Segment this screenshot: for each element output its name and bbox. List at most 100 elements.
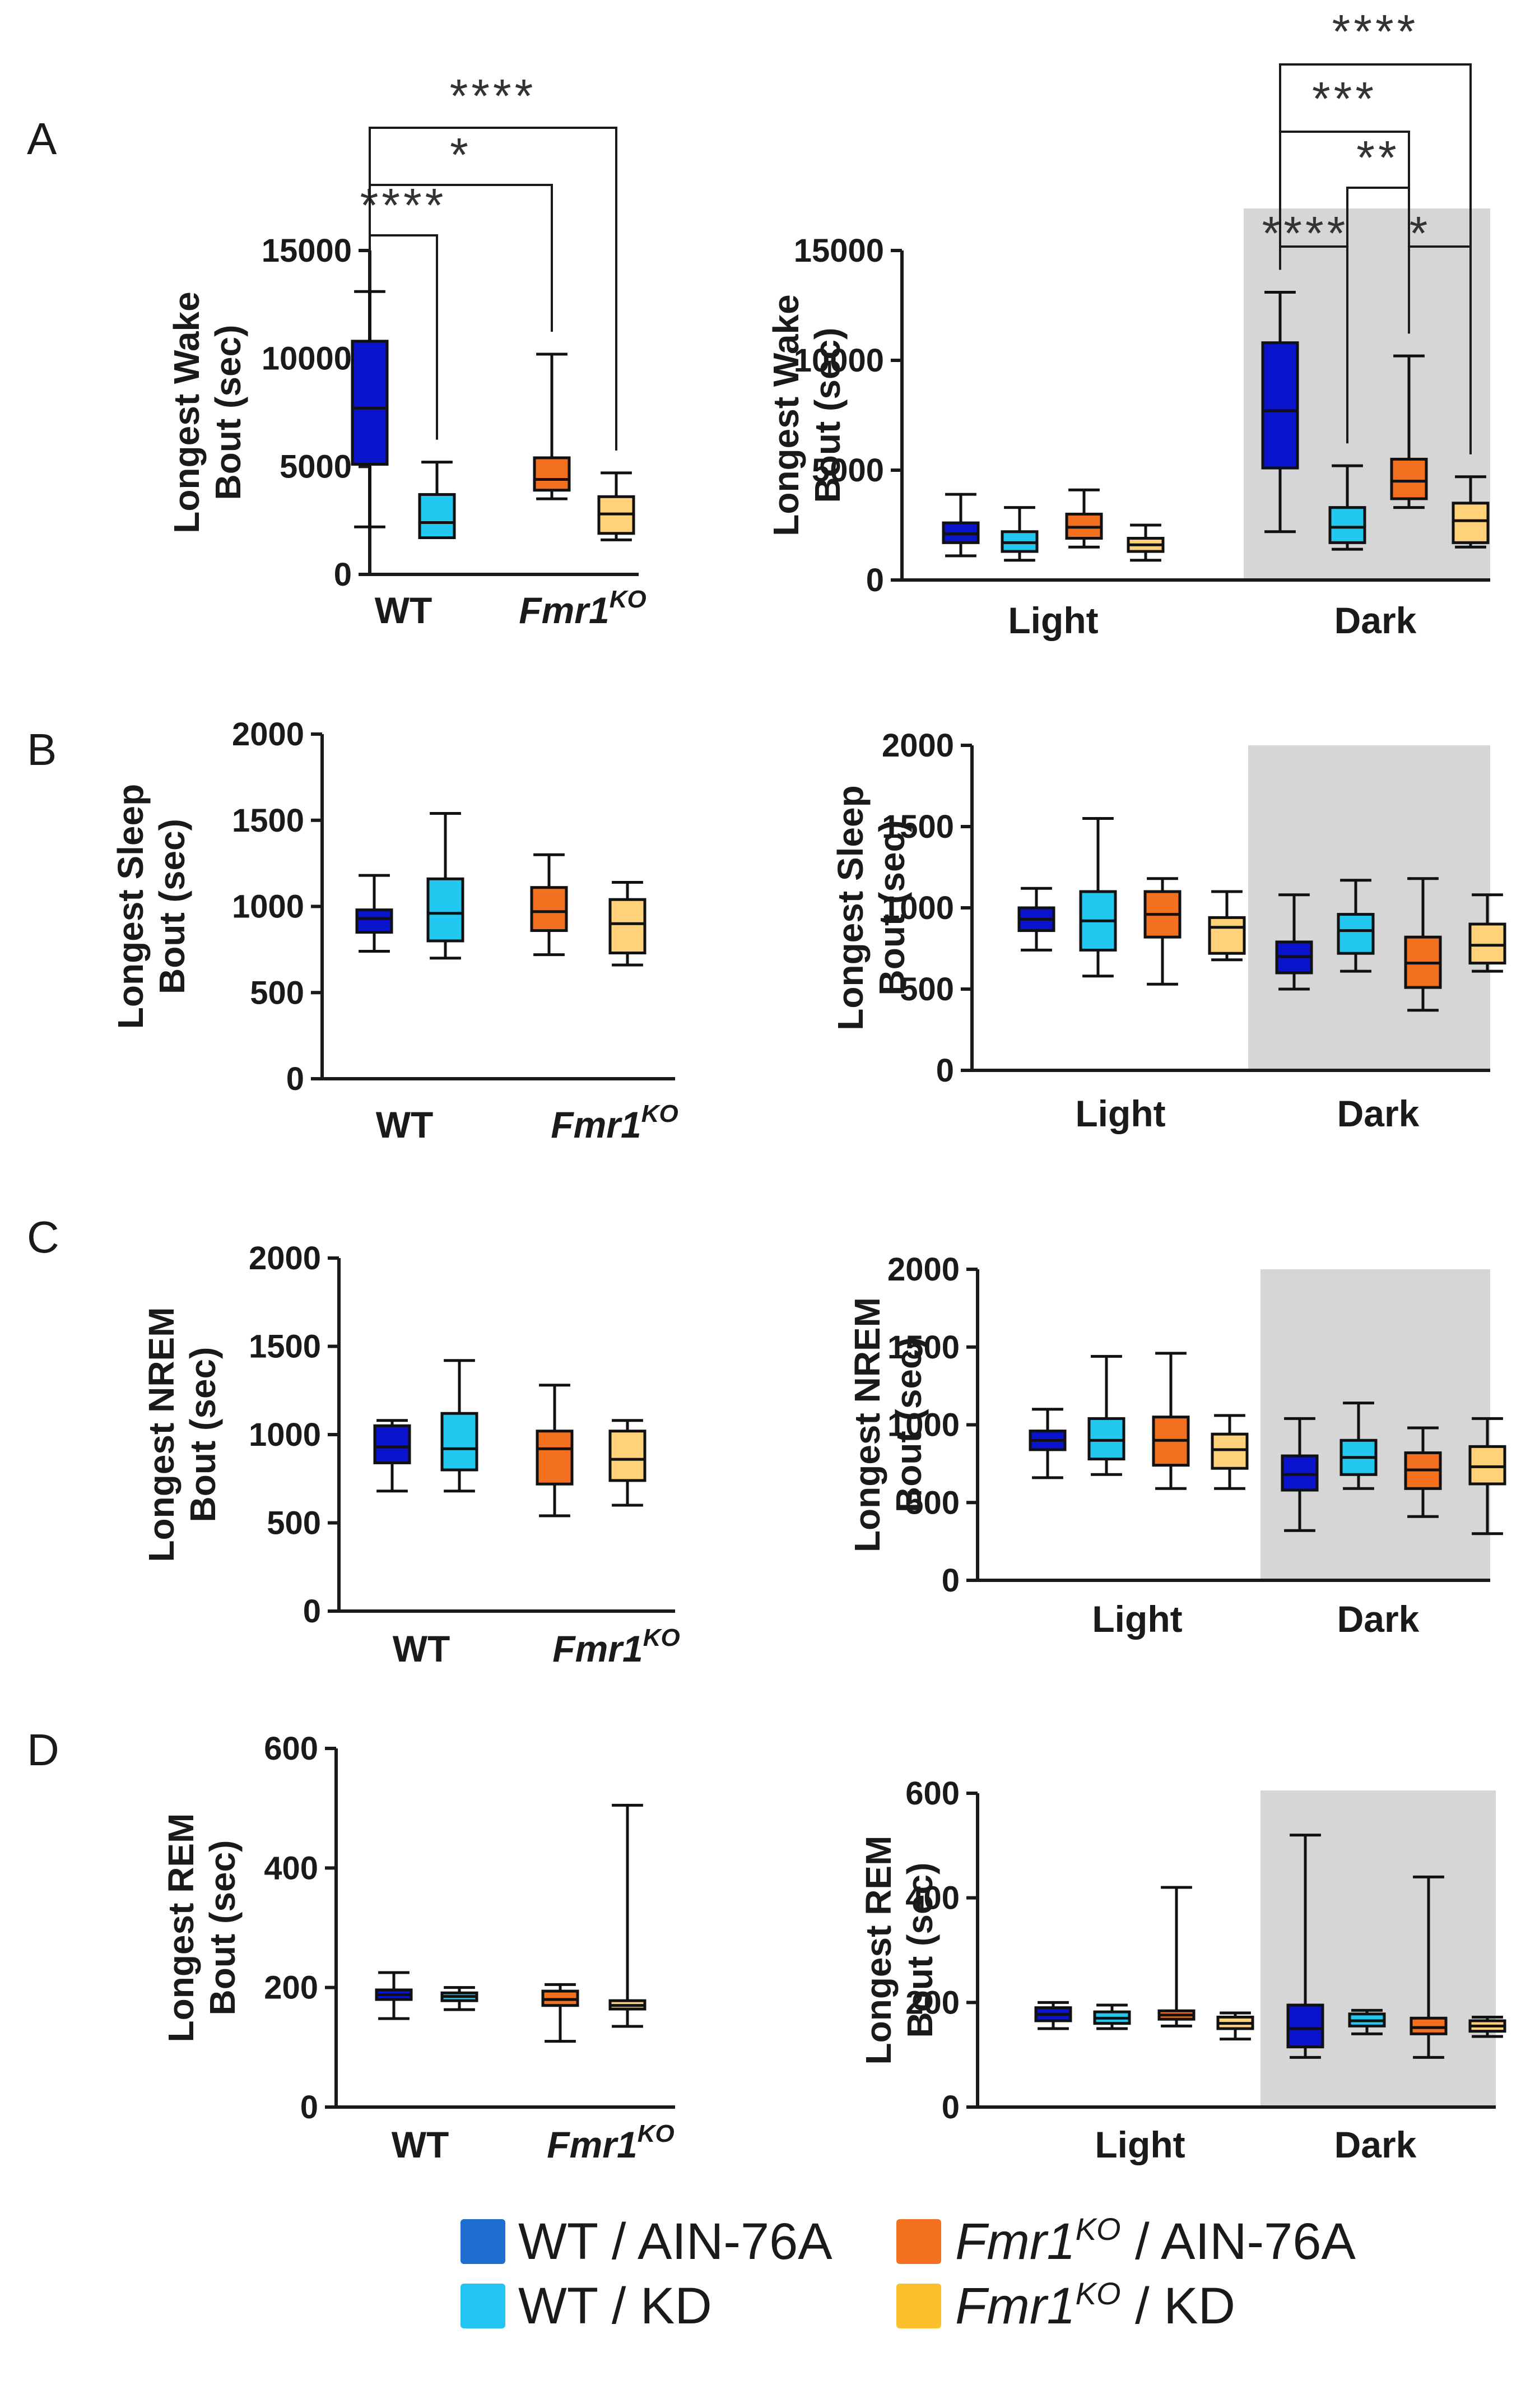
y-tick-label: 400 [264, 1850, 318, 1886]
x-group-label: Dark [1334, 600, 1417, 641]
y-tick-label: 0 [936, 1052, 954, 1089]
legend-label-wt-kd: WT / KD [518, 2277, 712, 2335]
y-axis-label: Longest NREMBout (sec) [141, 1307, 223, 1562]
y-tick-label: 1500 [249, 1329, 321, 1365]
y-tick-label: 0 [942, 1562, 960, 1599]
x-group-label: Dark [1337, 1093, 1420, 1134]
box-iqr [608, 1430, 646, 1482]
y-axis-label-line1: Longest NREM [141, 1307, 182, 1562]
panel-label-c: C [27, 1212, 59, 1262]
box-iqr [1390, 457, 1428, 500]
legend-swatch-wt-ain [461, 2219, 505, 2264]
x-group-label: Light [1092, 1598, 1182, 1640]
y-tick-label: 2000 [249, 1240, 321, 1277]
y-tick-label: 0 [866, 562, 884, 598]
y-tick-label: 2000 [882, 727, 954, 764]
box-iqr [418, 493, 456, 539]
box-iqr [533, 456, 571, 492]
x-group-label: Dark [1337, 1598, 1420, 1640]
dark-phase-shade [1260, 1790, 1496, 2107]
y-axis-label: Longest REMBout (sec) [161, 1813, 243, 2043]
chart-c-left: 0 500 1000 1500 2000 Longest NREMBout (sec) WT… [141, 1240, 680, 1669]
box-iqr [1208, 916, 1246, 955]
y-tick-label: 1500 [232, 802, 304, 839]
box-iqr [530, 886, 568, 932]
y-tick-label: 0 [300, 2089, 318, 2126]
x-group-label: WT [392, 2124, 449, 2165]
y-axis-label-line2: Bout (sec) [183, 1347, 223, 1523]
legend-ko-kd-name: Fmr1 [955, 2277, 1076, 2335]
y-axis-label: Longest WakeBout (sec) [766, 294, 848, 536]
legend-swatch-ko-ain [896, 2219, 941, 2264]
y-axis-label: Longest NREMBout (sec) [847, 1297, 929, 1552]
x-group-label: Fmr1KO [551, 1100, 678, 1145]
significance-label: * [450, 128, 472, 181]
box-iqr [1261, 341, 1299, 470]
y-tick-label: 400 [905, 1880, 960, 1917]
y-tick-label: 500 [900, 971, 954, 1008]
y-tick-label: 10000 [794, 342, 884, 379]
y-tick-label: 0 [942, 2089, 960, 2126]
y-tick-label: 500 [905, 1484, 960, 1521]
y-tick-label: 5000 [280, 448, 352, 485]
panel-label-b: B [27, 725, 57, 774]
y-tick-label: 0 [334, 556, 352, 593]
significance-label: * [1410, 207, 1431, 259]
legend: WT / AIN-76A WT / KD Fmr1KO / AIN-76A Fm… [461, 2211, 1356, 2335]
legend-label-ko-ain: Fmr1KO / AIN-76A [955, 2211, 1356, 2270]
box-iqr [426, 877, 464, 943]
legend-label-ko-kd: Fmr1KO / KD [955, 2276, 1235, 2335]
y-tick-label: 600 [264, 1730, 318, 1767]
y-axis-label: Longest REMBout (sec) [858, 1836, 940, 2065]
y-axis-label-line2: Bout (sec) [900, 1863, 940, 2038]
dark-phase-shade [1248, 745, 1490, 1070]
box-iqr [608, 898, 646, 955]
y-axis-label-line1: Longest REM [858, 1836, 899, 2065]
y-tick-label: 5000 [812, 452, 884, 489]
y-axis-label-line2: Bout (sec) [208, 325, 248, 500]
x-group-label: Fmr1KO [519, 586, 646, 631]
y-axis-label-line2: Bout (sec) [889, 1337, 929, 1512]
legend-label-wt-ain: WT / AIN-76A [518, 2213, 832, 2270]
x-group-label: Light [1008, 600, 1098, 641]
box-iqr [355, 908, 393, 934]
y-axis-label: Longest SleepBout (sec) [110, 784, 192, 1029]
significance-label: *** [1312, 72, 1377, 125]
x-group-label-name: Fmr1 [547, 2124, 637, 2165]
panel-label-a: A [27, 114, 57, 164]
x-group-label: Fmr1KO [547, 2120, 674, 2165]
y-tick-label: 1500 [887, 1329, 960, 1366]
box-iqr [373, 1424, 411, 1464]
box-iqr [440, 1412, 478, 1472]
dark-phase-shade [1260, 1269, 1490, 1580]
x-group-label-name: Fmr1 [552, 1628, 643, 1669]
x-group-label: Dark [1334, 2124, 1417, 2165]
y-tick-label: 1000 [232, 889, 304, 925]
significance-label: **** [1262, 207, 1349, 259]
significance-label: **** [360, 179, 447, 231]
x-group-label: WT [375, 590, 432, 631]
y-axis-label-line1: Longest Sleep [110, 784, 151, 1029]
box-iqr [536, 1430, 574, 1486]
box-iqr [1468, 1445, 1506, 1486]
y-tick-label: 500 [250, 975, 304, 1011]
x-group-label: WT [393, 1628, 450, 1669]
y-tick-label: 2000 [887, 1251, 960, 1288]
box-iqr [1286, 2003, 1324, 2049]
y-tick-label: 600 [905, 1775, 960, 1812]
y-axis-label-line1: Longest NREM [847, 1297, 887, 1552]
y-axis-label: Longest SleepBout (sec) [830, 785, 912, 1030]
box-iqr [1087, 1417, 1125, 1461]
y-tick-label: 500 [267, 1505, 321, 1542]
significance-bracket [1279, 63, 1472, 454]
y-axis-label: Longest WakeBout (sec) [166, 291, 248, 533]
y-tick-label: 200 [264, 1970, 318, 2006]
chart-b-left: 0 500 1000 1500 2000 Longest SleepBout (sec) W… [110, 716, 678, 1145]
y-axis-label-line2: Bout (sec) [872, 820, 912, 996]
legend-swatch-wt-kd [461, 2284, 505, 2328]
box-iqr [351, 340, 389, 466]
